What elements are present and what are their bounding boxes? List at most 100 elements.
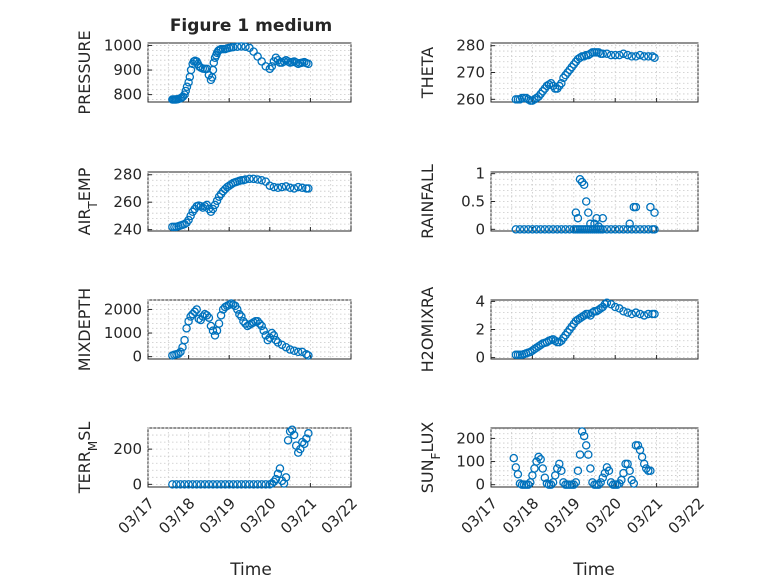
y-axis-label: H2OMIXRA xyxy=(418,287,437,373)
data-point xyxy=(229,42,238,52)
data-point xyxy=(267,328,277,338)
data-point xyxy=(544,80,554,89)
data-point xyxy=(629,479,639,488)
data-point xyxy=(598,473,608,482)
x-tick-label: 03/17 xyxy=(458,494,501,537)
data-point xyxy=(212,196,222,206)
data-point xyxy=(540,225,550,234)
data-point xyxy=(635,50,645,60)
data-point xyxy=(186,211,195,221)
data-point xyxy=(293,182,303,192)
data-point xyxy=(214,319,224,328)
data-point xyxy=(606,50,616,60)
data-point xyxy=(602,298,612,308)
data-point xyxy=(579,431,589,441)
data-point xyxy=(184,78,193,87)
data-point xyxy=(648,52,657,61)
data-point xyxy=(650,225,659,234)
data-point xyxy=(644,52,653,61)
data-point xyxy=(281,182,291,191)
y-tick-label: 0 xyxy=(475,220,485,238)
y-tick-label: 0.5 xyxy=(461,193,485,211)
subplot-air_temp: 240 260 280 AIRTEMP xyxy=(75,166,352,239)
data-point xyxy=(265,64,275,74)
data-point xyxy=(532,225,541,234)
data-point xyxy=(635,225,645,234)
data-point xyxy=(273,469,283,479)
data-point xyxy=(639,459,649,469)
y-tick-label: 2000 xyxy=(104,300,142,318)
data-point xyxy=(265,181,275,190)
data-point xyxy=(271,335,281,345)
data-point xyxy=(615,225,624,234)
data-point xyxy=(631,225,641,234)
x-tick-label: 03/21 xyxy=(623,494,666,537)
data-point xyxy=(245,174,254,184)
data-point xyxy=(289,430,299,440)
data-point xyxy=(241,480,250,489)
data-point xyxy=(619,306,628,316)
data-point xyxy=(619,49,628,58)
y-axis-label: RAINFALL xyxy=(418,164,437,239)
data-point xyxy=(639,225,649,234)
data-point xyxy=(577,427,587,436)
y-axis-label: PRESSURE xyxy=(75,30,94,114)
data-point xyxy=(184,480,193,489)
data-point xyxy=(581,441,591,450)
x-tick-label: 03/21 xyxy=(277,494,320,537)
subplot-theta: 260 270 280 THETA xyxy=(418,37,699,108)
data-point xyxy=(575,450,585,459)
data-point xyxy=(579,311,589,320)
data-point xyxy=(548,225,558,234)
data-point xyxy=(257,480,266,489)
data-point xyxy=(253,480,262,489)
data-point xyxy=(304,429,313,438)
x-tick-label: 03/19 xyxy=(196,494,239,537)
data-point xyxy=(610,50,620,60)
y-tick-label: 1 xyxy=(475,165,485,183)
y-tick-label: 270 xyxy=(456,64,485,82)
data-point xyxy=(263,335,273,345)
data-point xyxy=(304,59,313,69)
y-tick-label: 280 xyxy=(113,166,142,184)
data-point xyxy=(237,312,246,321)
data-point xyxy=(176,480,185,489)
data-point xyxy=(269,182,279,192)
data-point xyxy=(600,299,610,309)
data-point xyxy=(573,466,583,476)
data-point xyxy=(519,225,529,234)
data-point xyxy=(261,480,270,489)
y-axis-label: AIRTEMP xyxy=(75,167,100,235)
data-point xyxy=(235,309,244,319)
data-point xyxy=(259,326,268,335)
data-point xyxy=(233,480,242,489)
data-point xyxy=(287,425,297,435)
y-tick-label: 1000 xyxy=(104,324,142,342)
data-point xyxy=(245,480,254,489)
data-point xyxy=(182,82,192,92)
data-point xyxy=(594,222,603,231)
data-point xyxy=(237,480,246,489)
data-point xyxy=(550,336,560,345)
data-point xyxy=(571,478,581,487)
data-point xyxy=(623,308,632,317)
data-point xyxy=(534,452,543,462)
data-point xyxy=(289,346,299,355)
data-point xyxy=(594,480,603,489)
y-tick-label: 200 xyxy=(113,440,142,458)
data-point xyxy=(204,480,214,489)
data-point xyxy=(639,311,649,320)
data-point xyxy=(600,468,610,478)
y-tick-label: 0 xyxy=(475,476,485,494)
data-point xyxy=(584,208,593,217)
data-point xyxy=(631,52,641,61)
y-tick-label: 0 xyxy=(132,475,142,493)
x-tick-label: 03/18 xyxy=(499,494,542,537)
data-point xyxy=(275,464,285,473)
y-tick-label: 1000 xyxy=(104,36,142,54)
data-point xyxy=(569,480,579,489)
x-tick-label: 03/18 xyxy=(155,494,198,537)
data-point xyxy=(289,184,299,193)
data-point xyxy=(540,473,550,482)
data-point xyxy=(586,219,595,229)
